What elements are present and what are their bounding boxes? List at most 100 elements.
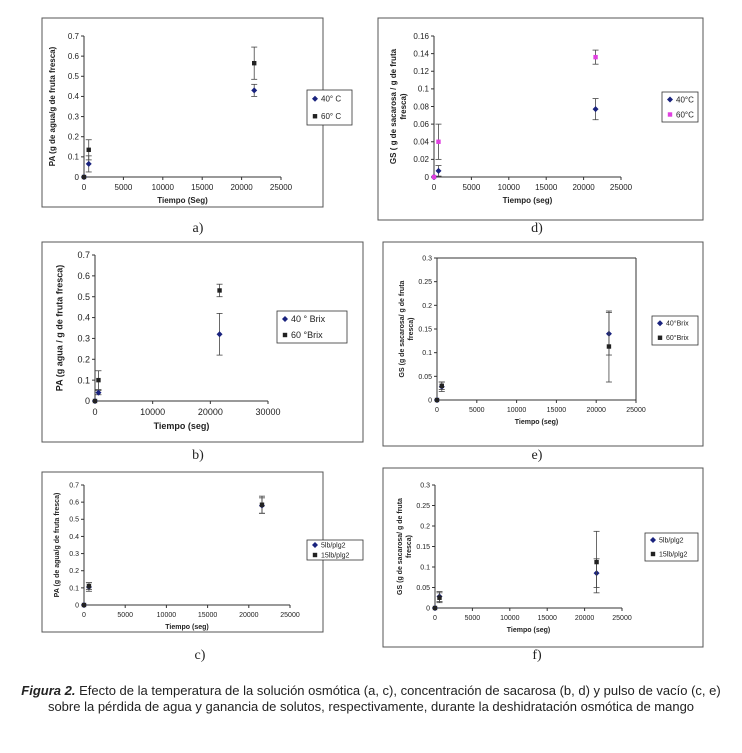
x-tick-label: 5000 xyxy=(115,183,133,192)
caption-text: Efecto de la temperatura de la solución … xyxy=(47,683,721,714)
y-tick-label: 0.2 xyxy=(422,303,432,310)
data-point xyxy=(593,54,598,60)
y-tick-label: 0.1 xyxy=(69,585,79,592)
y-axis-label: GS ( g de sacarosa / g de fruta xyxy=(389,48,398,164)
legend-box xyxy=(306,89,353,126)
legend: 5lb/plg2 15lb/plg2 xyxy=(306,539,364,561)
data-point xyxy=(594,559,599,565)
x-tick-label: 30000 xyxy=(255,407,280,417)
legend-marker xyxy=(282,332,288,338)
legend: 40° C 60° C xyxy=(306,89,353,126)
series-2 xyxy=(81,46,258,180)
figure-caption: Figura 2. Efecto de la temperatura de la… xyxy=(20,683,722,715)
data-point xyxy=(435,167,442,174)
y-tick-label: 0.08 xyxy=(413,102,429,111)
x-tick-label: 10000 xyxy=(140,407,165,417)
x-tick-label: 25000 xyxy=(610,183,633,192)
legend-label: 40°C xyxy=(676,95,694,104)
chart-panel-a: 0 0.1 0.2 0.3 0.4 0.5 0.6 0.7 0 5000 10000 15000 200… xyxy=(41,17,353,236)
y-tick-label: 0.6 xyxy=(77,271,90,281)
data-point xyxy=(92,398,98,404)
legend-label: 40°Brix xyxy=(666,320,689,328)
data-point xyxy=(217,288,222,293)
y-axis-label: PA (g de agua/g de fruta fresca) xyxy=(48,46,57,166)
chart-panel-b: 0 0.1 0.2 0.3 0.4 0.5 0.6 0.7 0 10000 20000 30000 Ti… xyxy=(41,241,364,463)
y-tick-label: 0.6 xyxy=(69,500,79,507)
x-tick-label: 0 xyxy=(433,615,437,622)
x-tick-label: 10000 xyxy=(157,612,177,619)
legend-label: 40° C xyxy=(321,95,341,104)
legend-marker xyxy=(650,551,656,557)
x-tick-label: 15000 xyxy=(191,183,214,192)
y-tick-label: 0.5 xyxy=(69,517,79,524)
legend-marker xyxy=(282,316,288,322)
y-tick-label: 0 xyxy=(425,173,430,182)
y-axis-label: fresca) xyxy=(406,535,413,558)
legend-label: 60°C xyxy=(676,110,694,119)
panel-label: b) xyxy=(192,448,204,463)
legend-label: 5lb/plg2 xyxy=(659,537,684,544)
panel-label: c) xyxy=(195,648,206,663)
data-point xyxy=(96,377,101,383)
x-axis-label: Tiempo (seg) xyxy=(154,421,210,431)
data-point xyxy=(81,174,87,180)
y-tick-label: 0.5 xyxy=(77,292,90,302)
x-tick-label: 20000 xyxy=(230,183,253,192)
data-point xyxy=(606,344,612,349)
x-tick-label: 10000 xyxy=(507,407,527,414)
y-tick-label: 0 xyxy=(75,602,79,609)
x-axis-label: Tiempo (seg) xyxy=(507,627,550,634)
y-axis-label: PA (g agua / g de fruta fresca) xyxy=(55,265,65,392)
y-tick-label: 0.4 xyxy=(69,534,79,541)
y-tick-label: 0.1 xyxy=(422,350,432,357)
x-tick-label: 0 xyxy=(82,183,87,192)
legend-box xyxy=(644,532,699,562)
figure-canvas: 0 0.1 0.2 0.3 0.4 0.5 0.6 0.7 0 5000 10000 15000 200… xyxy=(41,17,704,663)
y-tick-label: 0.6 xyxy=(68,52,80,61)
legend-box xyxy=(306,539,364,561)
chart-frame xyxy=(382,241,704,447)
y-axis-label: PA (g de agua/g de fruta fresca) xyxy=(54,493,61,598)
x-tick-label: 0 xyxy=(82,612,86,619)
data-point xyxy=(86,583,92,589)
legend-marker xyxy=(667,112,673,117)
x-tick-label: 20000 xyxy=(586,407,606,414)
x-tick-label: 20000 xyxy=(198,407,223,417)
legend-marker xyxy=(667,96,673,103)
y-tick-label: 0.25 xyxy=(416,503,430,510)
x-tick-label: 15000 xyxy=(198,612,218,619)
legend: 40°C 60°C xyxy=(661,91,699,123)
legend-label: 5lb/plg2 xyxy=(321,542,346,549)
y-tick-label: 0.4 xyxy=(77,313,90,323)
y-tick-label: 0.3 xyxy=(420,482,430,489)
series-2 xyxy=(92,283,223,404)
legend: 5lb/plg2 15lb/plg2 xyxy=(644,532,699,562)
y-tick-label: 0.4 xyxy=(68,92,80,101)
chart-panel-c: 0 0.1 0.2 0.3 0.4 0.5 0.6 0.7 0 5000 10000 15000 200… xyxy=(41,471,364,663)
x-tick-label: 5000 xyxy=(117,612,133,619)
series-2 xyxy=(81,495,265,608)
panel-label: a) xyxy=(193,221,204,236)
legend-marker xyxy=(312,95,318,102)
chart-panel-d: 0 0.02 0.04 0.06 0.08 0.1 0.12 0.14 0.16 0 5000 100… xyxy=(377,17,704,236)
legend-marker xyxy=(657,320,663,327)
x-tick-label: 20000 xyxy=(572,183,595,192)
y-tick-label: 0.7 xyxy=(77,250,90,260)
y-tick-label: 0.2 xyxy=(77,354,90,364)
legend-marker xyxy=(312,114,318,119)
y-tick-label: 0.7 xyxy=(68,32,80,41)
y-tick-label: 0.2 xyxy=(68,133,80,142)
data-point xyxy=(439,383,444,388)
legend-box xyxy=(276,310,348,344)
y-tick-label: 0.3 xyxy=(422,255,432,262)
y-tick-label: 0 xyxy=(426,605,430,612)
legend-marker xyxy=(312,552,318,558)
y-tick-label: 0 xyxy=(428,397,432,404)
y-tick-label: 0.3 xyxy=(68,112,80,121)
x-tick-label: 0 xyxy=(92,407,97,417)
data-point xyxy=(95,389,102,396)
x-tick-label: 10000 xyxy=(498,183,521,192)
y-tick-label: 0.02 xyxy=(413,155,429,164)
data-point xyxy=(86,147,91,153)
data-point xyxy=(216,331,223,338)
